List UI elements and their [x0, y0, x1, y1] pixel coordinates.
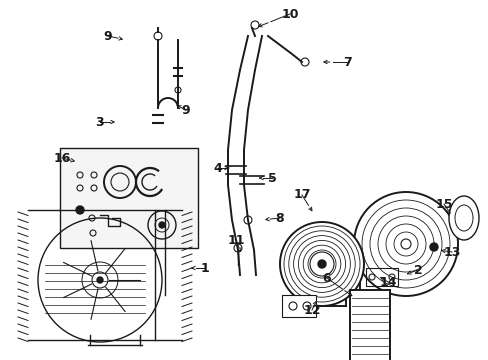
Text: 9: 9: [103, 30, 112, 42]
Text: 16: 16: [53, 152, 71, 165]
Text: 13: 13: [443, 246, 460, 258]
Text: 12: 12: [303, 303, 320, 316]
Ellipse shape: [448, 196, 478, 240]
Text: 2: 2: [413, 264, 422, 276]
Text: 8: 8: [275, 211, 284, 225]
Ellipse shape: [454, 205, 472, 231]
Text: 7: 7: [343, 55, 352, 68]
Circle shape: [429, 243, 437, 251]
Circle shape: [317, 260, 325, 268]
Bar: [60, 148, 198, 248]
Text: 9: 9: [182, 104, 190, 117]
Bar: [365, 268, 397, 286]
Bar: [282, 295, 315, 317]
Bar: [349, 290, 389, 360]
Text: 11: 11: [227, 234, 244, 247]
Text: 3: 3: [96, 116, 104, 129]
Circle shape: [159, 222, 164, 228]
Text: 6: 6: [322, 271, 331, 284]
Circle shape: [76, 206, 84, 214]
Circle shape: [353, 192, 457, 296]
Text: 1: 1: [200, 261, 209, 274]
Text: 5: 5: [267, 171, 276, 184]
Circle shape: [97, 277, 103, 283]
Circle shape: [280, 222, 363, 306]
Text: 4: 4: [213, 162, 222, 175]
Text: 10: 10: [281, 8, 298, 21]
Text: 15: 15: [434, 198, 452, 211]
Text: 17: 17: [293, 189, 310, 202]
Text: 14: 14: [379, 275, 396, 288]
Circle shape: [309, 252, 333, 276]
